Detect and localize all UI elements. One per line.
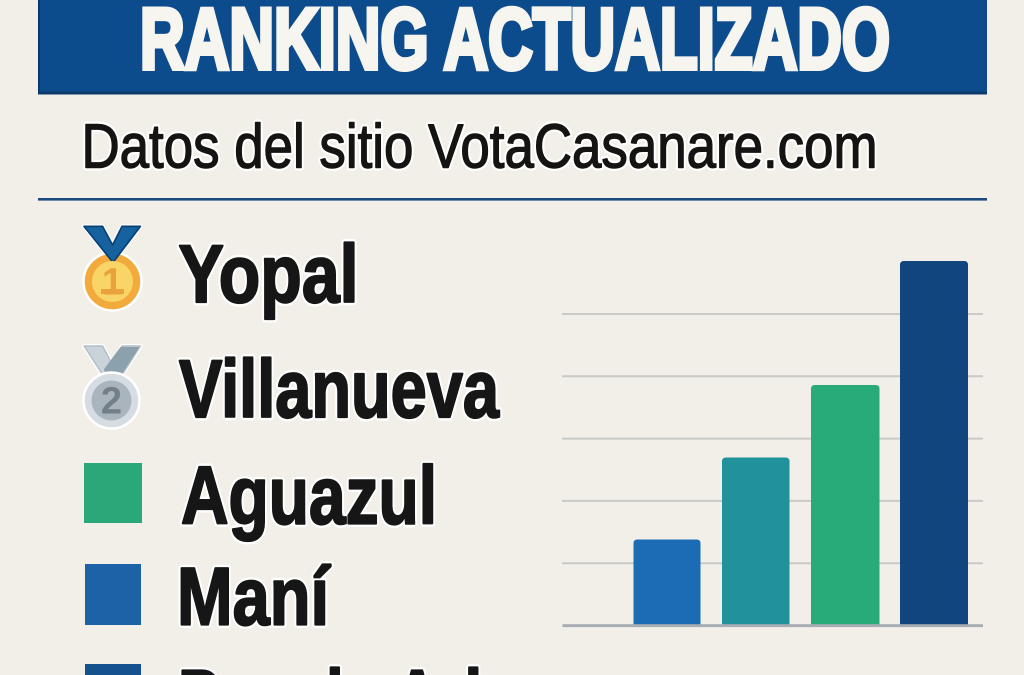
svg-text:Yopal: Yopal [179,229,359,320]
svg-text:Villanueva: Villanueva [179,344,500,435]
svg-text:2: 2 [101,381,122,423]
svg-text:Maní: Maní [177,552,331,643]
svg-text:Villanueva: Villanueva [179,344,500,435]
svg-text:1: 1 [102,262,123,304]
svg-text:Aguazul: Aguazul [181,451,437,542]
svg-text:Paz de Ariporo: Paz de Ariporo [178,654,623,675]
svg-text:Datos del sitio VotaCasanare.c: Datos del sitio VotaCasanare.com [82,113,878,182]
svg-text:RANKING ACTUALIZADO: RANKING ACTUALIZADO [140,0,890,88]
svg-text:Paz de Ariporo: Paz de Ariporo [178,654,623,675]
svg-text:Datos del sitio VotaCasanare.c: Datos del sitio VotaCasanare.com [82,113,878,182]
svg-text:Aguazul: Aguazul [181,451,437,542]
svg-text:Yopal: Yopal [179,229,359,320]
svg-text:Maní: Maní [177,552,331,643]
